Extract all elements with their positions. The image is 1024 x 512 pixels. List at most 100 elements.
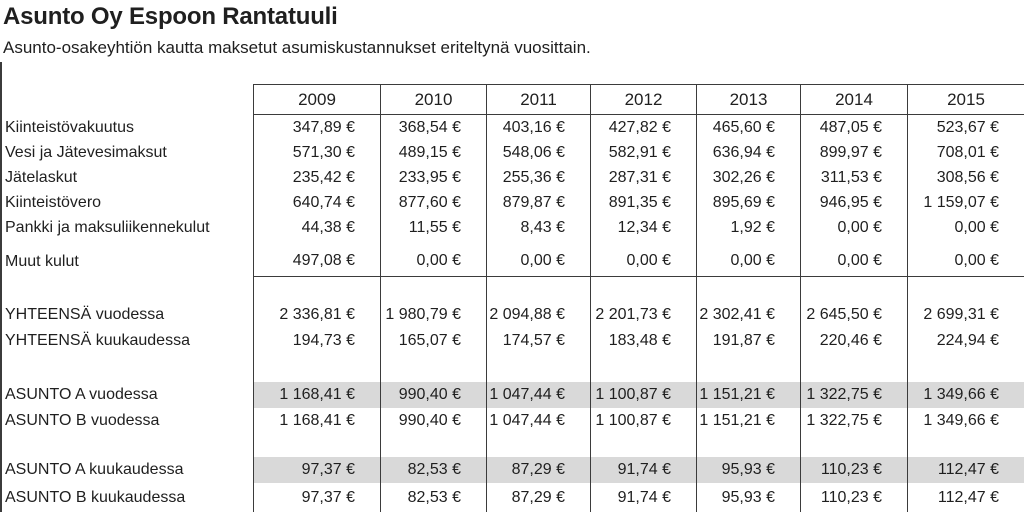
row-label: YHTEENSÄ kuukaudessa bbox=[5, 332, 190, 349]
value-cell: 1 322,75 € bbox=[800, 408, 907, 434]
value-cell: 1 322,75 € bbox=[800, 382, 907, 408]
value-cell: 427,82 € bbox=[590, 115, 696, 140]
value-cell: 0,00 € bbox=[486, 246, 590, 277]
value-cell: 87,29 € bbox=[486, 483, 590, 512]
value-cell: 110,23 € bbox=[800, 483, 907, 512]
value-cell: 174,57 € bbox=[486, 328, 590, 354]
year-header-cell: 2015 bbox=[907, 84, 1024, 115]
value-cell: 347,89 € bbox=[253, 115, 380, 140]
value-cell: 255,36 € bbox=[486, 165, 590, 190]
value-cell: 497,08 € bbox=[253, 246, 380, 277]
value-cell: 891,35 € bbox=[590, 190, 696, 215]
row-label: ASUNTO B vuodessa bbox=[5, 412, 160, 429]
value-cell: 44,38 € bbox=[253, 215, 380, 240]
value-cell: 640,74 € bbox=[253, 190, 380, 215]
value-cell: 97,37 € bbox=[253, 483, 380, 512]
row-label: ASUNTO A kuukaudessa bbox=[5, 461, 184, 478]
value-cell: 95,93 € bbox=[696, 483, 800, 512]
row-label: ASUNTO B kuukaudessa bbox=[5, 488, 186, 506]
row-label: YHTEENSÄ vuodessa bbox=[5, 306, 165, 323]
value-cell: 990,40 € bbox=[380, 382, 486, 408]
value-cell: 311,53 € bbox=[800, 165, 907, 190]
value-cell: 1 349,66 € bbox=[907, 382, 1024, 408]
value-cell: 0,00 € bbox=[590, 246, 696, 277]
value-cell: 95,93 € bbox=[696, 457, 800, 483]
value-cell: 489,15 € bbox=[380, 140, 486, 165]
value-cell: 0,00 € bbox=[800, 246, 907, 277]
value-cell: 0,00 € bbox=[800, 215, 907, 240]
year-header-cell: 2014 bbox=[800, 84, 907, 115]
value-cell: 112,47 € bbox=[907, 457, 1024, 483]
row-label: ASUNTO A vuodessa bbox=[5, 386, 158, 403]
year-header-cell: 2009 bbox=[253, 84, 380, 115]
value-cell: 1 100,87 € bbox=[590, 382, 696, 408]
value-cell: 1 980,79 € bbox=[380, 302, 486, 328]
value-cell: 220,46 € bbox=[800, 328, 907, 354]
value-cell: 0,00 € bbox=[907, 215, 1024, 240]
row-label: Muut kulut bbox=[5, 252, 79, 270]
value-cell: 548,06 € bbox=[486, 140, 590, 165]
value-cell: 0,00 € bbox=[907, 246, 1024, 277]
value-cell: 1 159,07 € bbox=[907, 190, 1024, 215]
value-cell: 403,16 € bbox=[486, 115, 590, 140]
value-cell: 1 349,66 € bbox=[907, 408, 1024, 434]
value-cell: 877,60 € bbox=[380, 190, 486, 215]
value-cell: 194,73 € bbox=[253, 328, 380, 354]
value-cell: 110,23 € bbox=[800, 457, 907, 483]
value-cell: 233,95 € bbox=[380, 165, 486, 190]
value-cell: 946,95 € bbox=[800, 190, 907, 215]
row-label: Kiinteistövakuutus bbox=[5, 118, 134, 136]
value-cell: 1 168,41 € bbox=[253, 408, 380, 434]
value-cell: 1 100,87 € bbox=[590, 408, 696, 434]
value-cell: 165,07 € bbox=[380, 328, 486, 354]
value-cell: 523,67 € bbox=[907, 115, 1024, 140]
corner-cell bbox=[0, 84, 253, 115]
value-cell: 2 645,50 € bbox=[800, 302, 907, 328]
value-cell: 571,30 € bbox=[253, 140, 380, 165]
row-label: Vesi ja Jätevesimaksut bbox=[5, 143, 167, 161]
page-title: Asunto Oy Espoon Rantatuuli bbox=[3, 3, 338, 30]
value-cell: 708,01 € bbox=[907, 140, 1024, 165]
value-cell: 1 151,21 € bbox=[696, 408, 800, 434]
value-cell: 0,00 € bbox=[380, 246, 486, 277]
value-cell: 2 699,31 € bbox=[907, 302, 1024, 328]
value-cell: 235,42 € bbox=[253, 165, 380, 190]
value-cell: 191,87 € bbox=[696, 328, 800, 354]
page-subtitle: Asunto-osakeyhtiön kautta maksetut asumi… bbox=[3, 38, 591, 57]
value-cell: 91,74 € bbox=[590, 457, 696, 483]
value-cell: 895,69 € bbox=[696, 190, 800, 215]
value-cell: 1 047,44 € bbox=[486, 382, 590, 408]
value-cell: 487,05 € bbox=[800, 115, 907, 140]
title-block: Asunto Oy Espoon Rantatuuli Asunto-osake… bbox=[3, 3, 591, 58]
value-cell: 465,60 € bbox=[696, 115, 800, 140]
value-cell: 1,92 € bbox=[696, 215, 800, 240]
left-border-line bbox=[0, 62, 2, 512]
value-cell: 87,29 € bbox=[486, 457, 590, 483]
value-cell: 97,37 € bbox=[253, 457, 380, 483]
value-cell: 2 302,41 € bbox=[696, 302, 800, 328]
value-cell: 8,43 € bbox=[486, 215, 590, 240]
row-label: Kiinteistövero bbox=[5, 193, 102, 211]
value-cell: 879,87 € bbox=[486, 190, 590, 215]
value-cell: 0,00 € bbox=[696, 246, 800, 277]
value-cell: 1 151,21 € bbox=[696, 382, 800, 408]
value-cell: 91,74 € bbox=[590, 483, 696, 512]
value-cell: 287,31 € bbox=[590, 165, 696, 190]
year-header-cell: 2010 bbox=[380, 84, 486, 115]
value-cell: 899,97 € bbox=[800, 140, 907, 165]
value-cell: 82,53 € bbox=[380, 457, 486, 483]
value-cell: 2 336,81 € bbox=[253, 302, 380, 328]
value-cell: 82,53 € bbox=[380, 483, 486, 512]
value-cell: 2 201,73 € bbox=[590, 302, 696, 328]
value-cell: 112,47 € bbox=[907, 483, 1024, 512]
value-cell: 636,94 € bbox=[696, 140, 800, 165]
value-cell: 12,34 € bbox=[590, 215, 696, 240]
year-header-cell: 2011 bbox=[486, 84, 590, 115]
row-label: Pankki ja maksuliikennekulut bbox=[5, 218, 210, 236]
value-cell: 2 094,88 € bbox=[486, 302, 590, 328]
value-cell: 302,26 € bbox=[696, 165, 800, 190]
value-cell: 990,40 € bbox=[380, 408, 486, 434]
row-label: Jätelaskut bbox=[5, 168, 78, 186]
value-cell: 1 168,41 € bbox=[253, 382, 380, 408]
costs-table: 2009 2010 2011 2012 2013 2014 2015 Kiint… bbox=[0, 84, 1024, 512]
